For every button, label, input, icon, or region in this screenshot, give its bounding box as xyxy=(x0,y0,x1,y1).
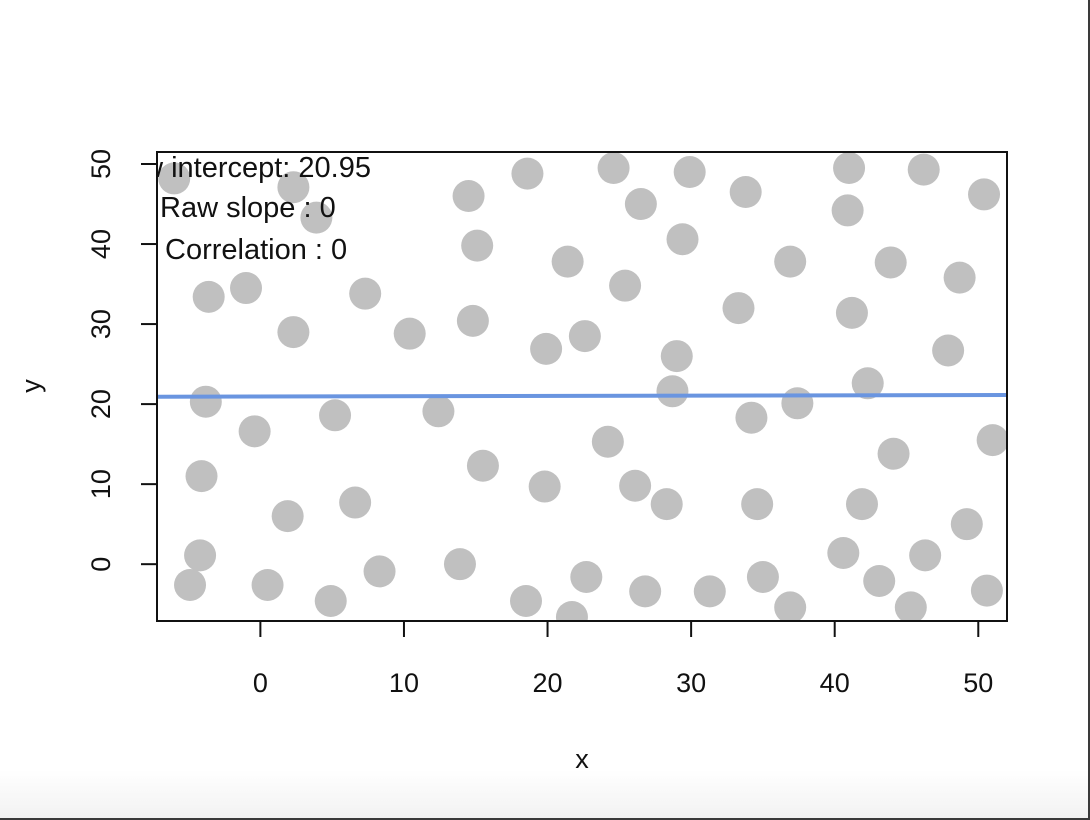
data-point xyxy=(874,246,907,279)
data-point xyxy=(722,292,755,325)
data-point xyxy=(271,500,304,533)
data-point xyxy=(591,425,624,458)
y-tick-label: 20 xyxy=(86,389,116,419)
y-axis-title: y xyxy=(16,379,46,393)
data-point xyxy=(339,486,372,519)
x-tick-label: 10 xyxy=(389,668,419,698)
data-point xyxy=(555,601,588,621)
data-point xyxy=(943,261,976,294)
data-point xyxy=(976,424,1007,457)
data-point xyxy=(530,332,563,365)
data-point xyxy=(746,560,779,593)
data-point xyxy=(774,245,807,278)
data-point xyxy=(932,334,965,367)
data-point xyxy=(158,162,191,195)
y-axis: 0 10 20 30 40 50 xyxy=(86,149,158,572)
data-point xyxy=(551,245,584,278)
data-point xyxy=(660,340,693,373)
x-axis-title: x xyxy=(575,744,589,774)
y-tick-label: 50 xyxy=(86,149,116,179)
data-point xyxy=(452,180,485,213)
stat-line: Correlation : 0 xyxy=(165,234,347,266)
x-tick-label: 20 xyxy=(533,668,563,698)
data-point xyxy=(968,178,1001,211)
data-point xyxy=(950,508,983,541)
data-point xyxy=(741,488,774,521)
data-point xyxy=(877,437,910,470)
data-point xyxy=(835,296,868,329)
data-point xyxy=(238,415,271,448)
data-point xyxy=(422,395,455,428)
x-axis: 0 10 20 30 40 50 xyxy=(253,620,993,698)
data-point xyxy=(568,320,601,353)
data-point xyxy=(597,152,630,185)
data-point xyxy=(894,591,927,621)
regression-line xyxy=(157,393,1007,399)
y-tick-label: 0 xyxy=(86,557,116,572)
x-tick-label: 0 xyxy=(253,668,268,698)
data-point xyxy=(510,584,543,617)
data-point xyxy=(693,575,726,608)
data-point xyxy=(666,223,699,256)
data-point xyxy=(673,156,706,189)
data-point xyxy=(314,584,347,617)
data-point xyxy=(184,539,217,572)
data-point xyxy=(774,591,807,621)
data-point xyxy=(466,449,499,482)
data-point xyxy=(277,171,310,204)
data-point xyxy=(629,575,662,608)
data-point xyxy=(907,153,940,186)
data-point xyxy=(656,375,689,408)
data-point xyxy=(970,574,1003,607)
stat-line: Raw slope : 0 xyxy=(160,192,336,224)
x-tick-label: 50 xyxy=(963,668,993,698)
x-tick-label: 40 xyxy=(820,668,850,698)
data-point xyxy=(300,201,333,234)
data-point xyxy=(174,568,207,601)
data-point xyxy=(277,316,310,349)
y-tick-label: 10 xyxy=(86,469,116,499)
data-point xyxy=(735,401,768,434)
data-point xyxy=(251,568,284,601)
data-point xyxy=(845,488,878,521)
data-point xyxy=(443,548,476,581)
data-point xyxy=(570,560,603,593)
data-point xyxy=(851,367,884,400)
data-point xyxy=(461,229,494,262)
data-point xyxy=(230,272,263,305)
data-point xyxy=(511,157,544,190)
data-point xyxy=(456,304,489,337)
stats-annotation: Raw intercept: 20.95 Raw slope : 0 Correla… xyxy=(105,152,371,266)
data-point xyxy=(729,176,762,209)
y-tick-label: 30 xyxy=(86,309,116,339)
data-point xyxy=(624,188,657,221)
data-point xyxy=(833,152,866,185)
data-point xyxy=(827,536,860,569)
data-point xyxy=(863,564,896,597)
data-point xyxy=(528,470,561,503)
y-tick-label: 40 xyxy=(86,229,116,259)
data-point xyxy=(909,539,942,572)
regression-layer xyxy=(157,393,1007,399)
data-point xyxy=(609,269,642,302)
data-point xyxy=(831,194,864,227)
data-point xyxy=(650,488,683,521)
data-point xyxy=(349,277,382,310)
data-point xyxy=(363,555,396,588)
data-point xyxy=(189,385,222,418)
data-point xyxy=(781,387,814,420)
data-point xyxy=(393,317,426,350)
points-layer xyxy=(158,152,1007,621)
x-tick-label: 30 xyxy=(676,668,706,698)
data-point xyxy=(619,469,652,502)
data-point xyxy=(319,399,352,432)
stat-line: Raw intercept: 20.95 xyxy=(105,152,371,184)
data-point xyxy=(185,460,218,493)
data-point xyxy=(192,280,225,313)
